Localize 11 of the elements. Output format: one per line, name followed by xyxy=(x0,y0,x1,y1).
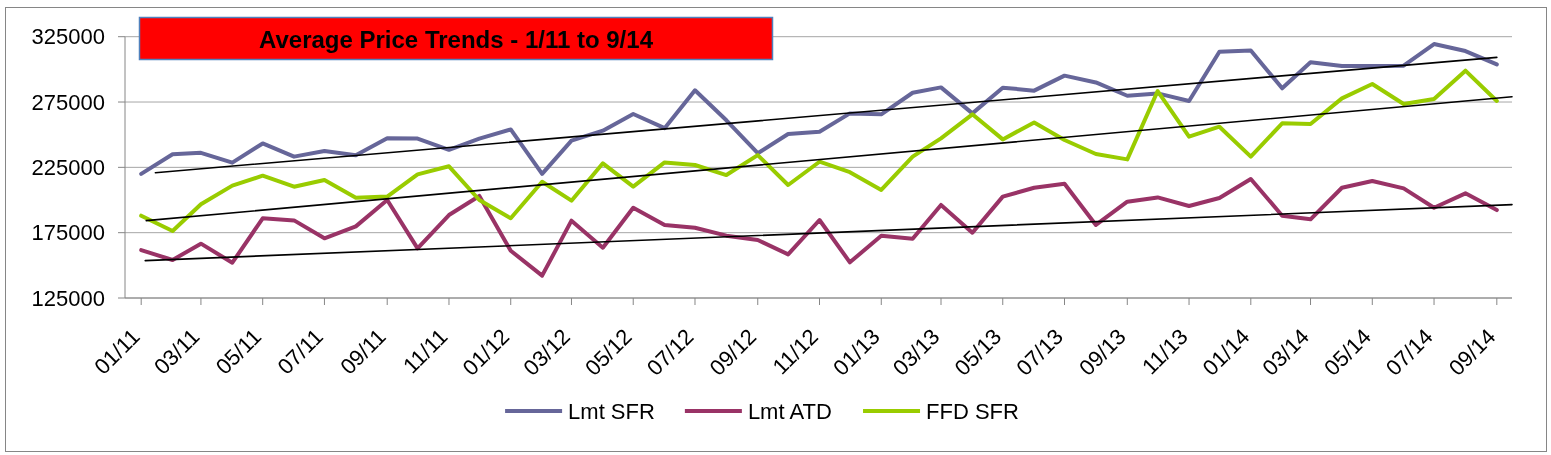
legend-label: Lmt SFR xyxy=(568,398,655,424)
legend-label: FFD SFR xyxy=(926,398,1019,424)
y-tick-label: 125000 xyxy=(31,285,105,311)
y-tick-label: 275000 xyxy=(31,89,105,115)
y-tick-label: 325000 xyxy=(31,24,105,50)
legend-label: Lmt ATD xyxy=(747,398,832,424)
line-series xyxy=(139,68,1499,233)
chart-title: Average Price Trends - 1/11 to 9/14 xyxy=(259,25,654,53)
line-series xyxy=(139,176,1499,278)
y-tick-label: 175000 xyxy=(31,220,105,246)
y-tick-label: 225000 xyxy=(31,154,105,180)
